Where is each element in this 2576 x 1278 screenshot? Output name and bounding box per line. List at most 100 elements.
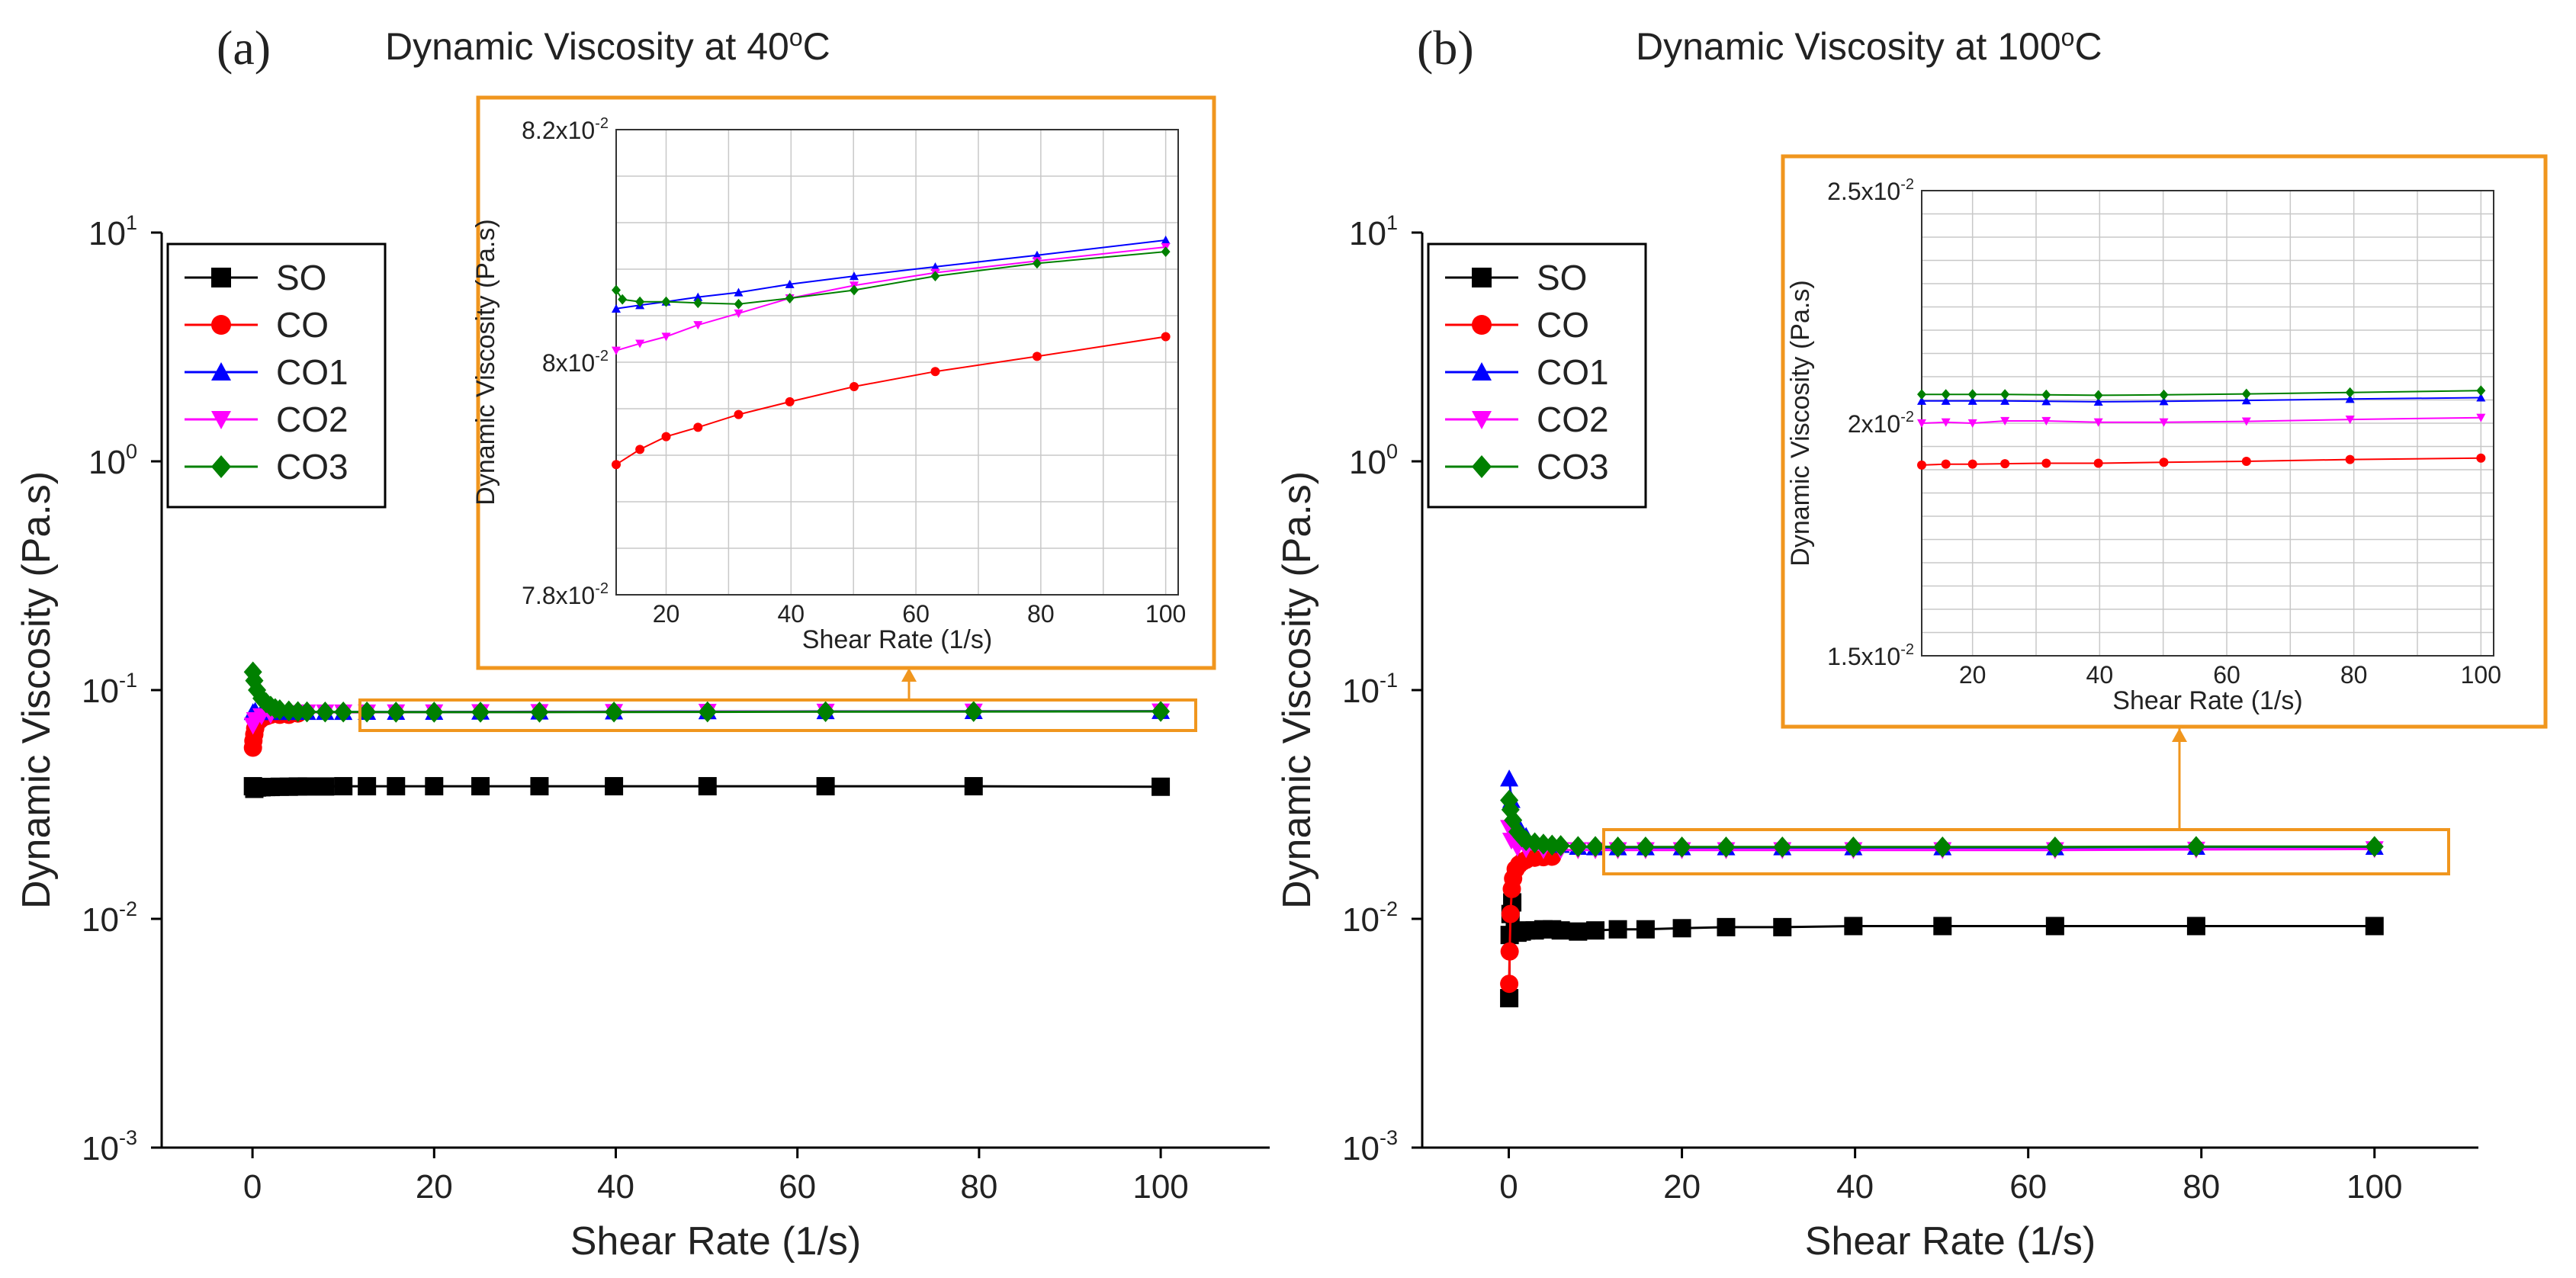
panel-b-inset-point-CO3 xyxy=(1967,389,1977,400)
panel-a-inset-point-CO3 xyxy=(661,296,671,307)
panel-a-point-CO3 xyxy=(605,701,624,723)
panel-a-point-CO3 xyxy=(297,701,316,723)
panel-b-x-tick-label: 0 xyxy=(1499,1168,1518,1206)
panel-a-inset-point-CO2 xyxy=(661,332,671,342)
panel-a-legend-label-CO: CO xyxy=(276,305,329,345)
panel-b-inset-point-CO3 xyxy=(2159,389,2169,400)
panel-b-y-tick-label: 10-3 xyxy=(1342,1126,1398,1167)
panel-b-inset-point-CO2 xyxy=(1917,419,1926,428)
panel-b-inset-frame xyxy=(1781,154,2548,729)
panel-a-point-SO xyxy=(1151,777,1171,796)
panel-b-point-CO3 xyxy=(1608,836,1627,858)
panel-a-legend xyxy=(166,242,387,509)
panel-b-legend-marker-CO xyxy=(1472,315,1492,335)
panel-b-legend-label-CO: CO xyxy=(1537,305,1589,345)
panel-a-letter: (a) xyxy=(217,21,271,75)
panel-a-legend-marker-CO3 xyxy=(211,455,231,478)
panel-b-point-CO3 xyxy=(1551,835,1570,856)
panel-a-point-CO3 xyxy=(334,701,353,723)
panel-a-inset-x-tick-label: 20 xyxy=(653,600,680,628)
panel-b-point-CO3 xyxy=(1717,836,1736,858)
panel-a-zoom-arrow-head xyxy=(901,668,917,682)
panel-b-inset-point-CO1 xyxy=(1967,396,1977,405)
panel-b-inset-point-CO1 xyxy=(2000,396,2010,405)
panel-b-letter: (b) xyxy=(1417,21,1474,75)
panel-a-point-SO xyxy=(964,777,983,796)
panel-b-inset-point-CO1 xyxy=(1941,396,1951,405)
panel-a-legend-label-CO3: CO3 xyxy=(276,447,348,486)
panel-b-inset-point-CO xyxy=(2093,458,2103,468)
panel-b-point-CO xyxy=(1500,975,1519,994)
panel-a-inset-point-CO xyxy=(930,367,940,377)
panel-a-point-CO3 xyxy=(358,701,377,723)
panel-a-inset-x-axis-label: Shear Rate (1/s) xyxy=(802,625,992,654)
panel-a-inset-y-tick-label: 8x10-2 xyxy=(542,348,609,377)
panel-a-inset-point-CO1 xyxy=(849,271,859,281)
panel-a-chart: 0 20 40 60 80 100 10-3 10-2 10-1 100 101 Shear Rate… xyxy=(14,95,1270,1264)
panel-a-inset-point-CO3 xyxy=(930,271,940,282)
panel-b-inset-point-CO2 xyxy=(1967,419,1977,428)
panel-b-inset-y-tick-label: 2x10-2 xyxy=(1848,409,1914,438)
panel-b-legend-marker-CO2 xyxy=(1472,410,1492,429)
panel-b-inset-point-CO xyxy=(2476,453,2486,463)
panel-b-point-CO3 xyxy=(1636,836,1655,858)
panel-a-inset-series-line-CO xyxy=(615,336,1166,466)
panel-b-x-tick-label: 80 xyxy=(2183,1168,2220,1206)
panel-a-inset-point-CO3 xyxy=(618,294,628,305)
panel-b-inset-series-line-CO xyxy=(1921,457,2481,466)
panel-b-point-SO xyxy=(1551,921,1570,940)
panel-b-legend-label-CO2: CO2 xyxy=(1537,400,1609,439)
panel-b-legend-marker-CO1 xyxy=(1472,362,1492,381)
panel-a-legend-label-SO: SO xyxy=(276,258,326,297)
panel-a-inset-point-CO xyxy=(693,422,703,432)
panel-a-x-tick-label: 0 xyxy=(243,1168,262,1206)
panel-b-point-CO1 xyxy=(1500,769,1519,787)
panel-a-legend-marker-CO2 xyxy=(211,410,231,429)
panel-b-inset-point-CO xyxy=(2241,457,2251,467)
panel-a-inset-point-CO1 xyxy=(612,303,621,313)
panel-b-y-tick-label: 10-2 xyxy=(1342,897,1398,939)
panel-a-y-tick-label: 10-2 xyxy=(82,897,137,939)
panel-a-point-SO xyxy=(297,777,316,796)
panel-b-legend-label-CO1: CO1 xyxy=(1537,352,1609,392)
panel-a-point-SO xyxy=(530,777,549,796)
panel-a-x-tick-label: 100 xyxy=(1132,1168,1188,1206)
panel-b-point-CO3 xyxy=(2186,836,2205,858)
panel-b-point-SO xyxy=(2186,917,2205,936)
panel-a-inset-point-CO1 xyxy=(930,262,940,271)
panel-a-inset-point-CO1 xyxy=(693,292,703,301)
panel-a-inset-plot-border xyxy=(615,129,1179,596)
panel-a-x-tick-label: 20 xyxy=(416,1168,453,1206)
panel-a-inset-point-CO2 xyxy=(635,339,645,348)
panel-a-point-CO3 xyxy=(425,702,444,723)
panel-a-y-tick-label: 10-3 xyxy=(82,1126,137,1167)
panel-a-point-CO3 xyxy=(316,701,335,723)
panel-b-inset-point-CO1 xyxy=(2159,397,2169,406)
panel-b-point-CO xyxy=(1501,904,1520,923)
panel-b-inset-series-line-CO2 xyxy=(1921,416,2481,425)
panel-b-point-CO3 xyxy=(1569,836,1588,858)
panel-a-inset-point-CO xyxy=(849,382,859,392)
panel-b-legend-marker-CO3 xyxy=(1472,455,1492,478)
panel-b-inset-point-CO3 xyxy=(2241,388,2251,400)
panel-a-inset-point-CO3 xyxy=(1032,258,1042,269)
panel-b-x-axis-label: Shear Rate (1/s) xyxy=(1805,1219,2096,1264)
panel-a-x-tick-label: 40 xyxy=(597,1168,634,1206)
panel-a-inset-point-CO xyxy=(1032,352,1042,361)
panel-a-point-CO3 xyxy=(270,699,289,721)
panel-a-inset-x-tick-label: 100 xyxy=(1145,600,1186,628)
panel-b-legend-marker-SO xyxy=(1472,268,1492,287)
panel-b-inset-y-axis-label: Dynamic Viscosity (Pa.s) xyxy=(1786,280,1815,566)
panel-a-inset-series-line-CO2 xyxy=(615,246,1166,352)
panel-a-inset-point-CO1 xyxy=(1032,250,1042,259)
panel-b-inset-x-tick-label: 80 xyxy=(2340,661,2368,689)
panel-b-y-tick-label: 10-1 xyxy=(1342,669,1398,710)
panel-b-inset-point-CO xyxy=(1917,460,1926,470)
panel-b-inset-point-CO xyxy=(2000,459,2010,469)
panel-b-series-line-CO1 xyxy=(1508,779,2375,849)
panel-a-point-CO3 xyxy=(964,701,983,722)
panel-b-y-axis-label: Dynamic Viscosity (Pa.s) xyxy=(1275,471,1319,909)
panel-b-x-tick-label: 60 xyxy=(2009,1168,2047,1206)
panel-a-point-SO xyxy=(816,777,835,796)
panel-b-point-CO3 xyxy=(2045,836,2064,858)
